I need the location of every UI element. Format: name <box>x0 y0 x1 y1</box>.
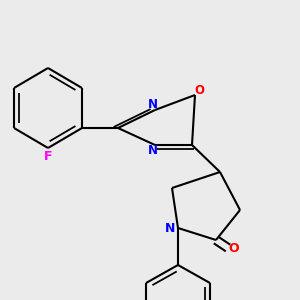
Text: O: O <box>229 242 239 254</box>
Text: N: N <box>148 98 158 112</box>
Text: N: N <box>165 221 175 235</box>
Text: N: N <box>148 143 158 157</box>
Text: O: O <box>194 83 204 97</box>
Text: F: F <box>44 149 52 163</box>
